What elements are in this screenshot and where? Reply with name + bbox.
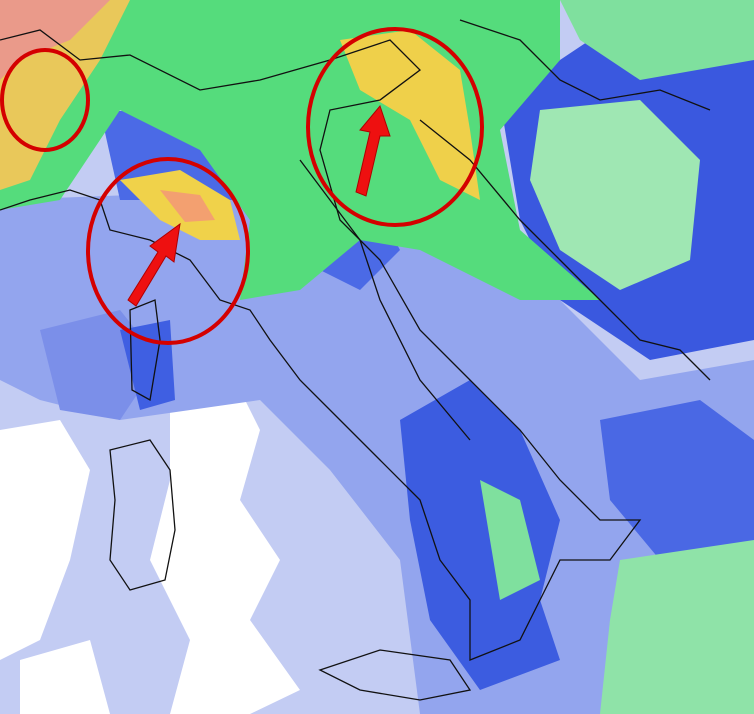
dark-blue-area xyxy=(400,380,560,690)
white-area xyxy=(20,640,110,714)
medium-blue-area xyxy=(0,190,754,714)
coastline xyxy=(129,299,161,402)
white-area xyxy=(150,370,300,714)
arrows xyxy=(127,104,391,307)
border xyxy=(299,159,471,441)
orange-area xyxy=(0,0,110,80)
coastline xyxy=(0,29,642,661)
coastline xyxy=(318,649,472,701)
white-area xyxy=(0,420,90,660)
coastline xyxy=(419,119,711,381)
yellow-area xyxy=(340,30,480,200)
light-green-area xyxy=(530,100,700,290)
coastline xyxy=(109,439,176,591)
highlight-circle xyxy=(86,157,250,345)
highlight-circle xyxy=(306,27,484,227)
light-green-area xyxy=(560,0,754,80)
coastlines xyxy=(0,19,711,701)
light-green-area xyxy=(600,540,754,714)
highlight-circle xyxy=(0,48,90,152)
border xyxy=(459,19,711,111)
arrow xyxy=(127,222,181,307)
orange-area xyxy=(160,190,215,222)
arrow xyxy=(355,104,391,197)
light-green-area xyxy=(480,480,540,600)
highlights xyxy=(0,27,484,345)
